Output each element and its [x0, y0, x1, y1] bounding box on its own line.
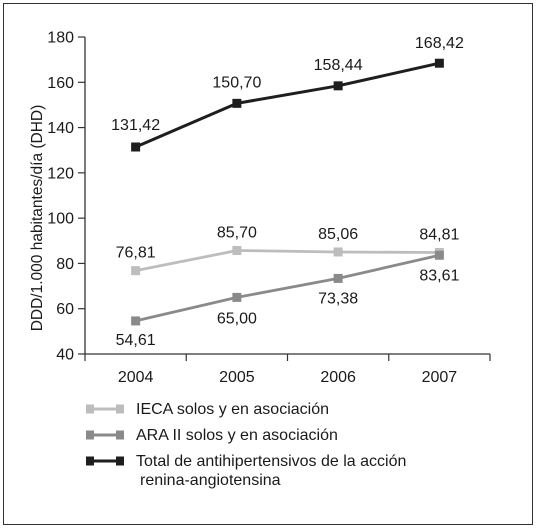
- data-point-marker: [232, 98, 242, 108]
- chart-series: [131, 58, 444, 326]
- data-point-marker: [333, 81, 343, 91]
- series-line: [135, 249, 440, 273]
- chart-data-labels: 76,81 85,70 85,06 84,81 54,61 65,00 73,38 83,61…: [111, 35, 464, 349]
- y-tick-label: 120: [47, 165, 74, 182]
- y-tick-label: 180: [47, 30, 74, 47]
- data-label: 150,70: [212, 74, 261, 91]
- x-tick-label: 2007: [422, 369, 458, 386]
- series-line: [135, 253, 440, 323]
- legend-swatch-marker: [86, 456, 94, 466]
- data-label: 131,42: [111, 117, 160, 134]
- data-label: 83,61: [419, 267, 459, 284]
- y-tick-label: 80: [56, 256, 74, 273]
- x-tick-label: 2006: [320, 369, 356, 386]
- data-point-marker: [434, 58, 444, 68]
- legend-label: Total de antihipertensivos de la acción: [136, 453, 406, 470]
- y-tick-label: 40: [56, 347, 74, 364]
- x-tick-label: 2005: [219, 369, 255, 386]
- y-tick-label: 100: [47, 211, 74, 228]
- data-label: 168,42: [415, 35, 464, 52]
- y-tick-label: 160: [47, 75, 74, 92]
- data-label: 158,44: [314, 57, 363, 74]
- series-line: [135, 61, 440, 149]
- legend-swatch-marker: [86, 430, 94, 440]
- legend-swatch-marker: [86, 404, 94, 414]
- y-tick-label: 140: [47, 120, 74, 137]
- legend-label: ARA II solos y en asociación: [136, 427, 338, 444]
- data-point-marker: [131, 316, 141, 326]
- data-point-marker: [131, 142, 141, 152]
- data-point-marker: [232, 246, 242, 256]
- y-tick-label: 60: [56, 301, 74, 318]
- legend-label: renina-angiotensina: [140, 472, 281, 489]
- data-label: 76,81: [116, 245, 156, 262]
- data-label: 85,70: [217, 225, 257, 242]
- x-tick-label: 2004: [118, 369, 154, 386]
- data-label: 73,38: [318, 290, 358, 307]
- y-axis-label: DDD/1.000 habitantes/día (DHD): [29, 105, 46, 332]
- legend-swatch-marker: [116, 430, 124, 440]
- data-label: 84,81: [419, 227, 459, 244]
- data-label: 65,00: [217, 310, 257, 327]
- data-point-marker: [333, 247, 343, 257]
- chart-axes: 40 60 80 100 120 140 160 180 2004 2005 2006 2007: [47, 30, 491, 386]
- chart-legend: IECA solos y en asociación ARA II solos y…: [86, 401, 406, 489]
- data-point-marker: [434, 250, 444, 260]
- data-label: 54,61: [116, 332, 156, 349]
- data-point-marker: [333, 273, 343, 283]
- legend-swatch-marker: [116, 456, 124, 466]
- data-point-marker: [131, 266, 141, 276]
- legend-swatch-marker: [116, 404, 124, 414]
- data-label: 85,06: [318, 226, 358, 243]
- legend-label: IECA solos y en asociación: [136, 401, 329, 418]
- data-point-marker: [232, 292, 242, 302]
